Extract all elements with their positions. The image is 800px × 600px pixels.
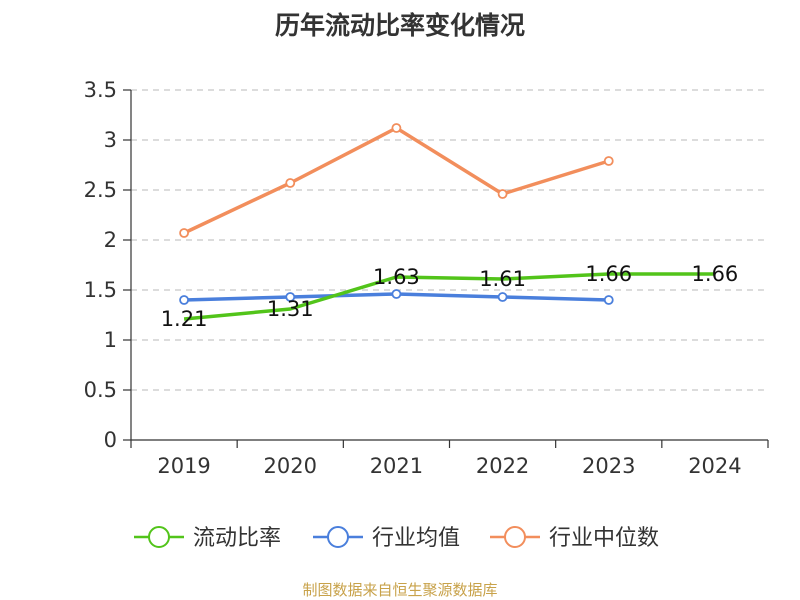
legend-label: 流动比率 bbox=[193, 526, 281, 551]
data-point bbox=[285, 292, 296, 302]
source-note: 制图数据来自恒生聚源数据库 bbox=[302, 581, 498, 599]
data-label: 1.21 bbox=[161, 307, 208, 331]
x-tick-label: 2022 bbox=[476, 454, 529, 478]
legend-label: 行业中位数 bbox=[549, 526, 659, 551]
data-point bbox=[179, 228, 189, 238]
legend-marker bbox=[148, 526, 170, 548]
data-label: 1.66 bbox=[585, 262, 632, 286]
chart-title: 历年流动比率变化情况 bbox=[274, 11, 525, 40]
legend-marker bbox=[504, 526, 526, 548]
legend-marker bbox=[327, 526, 349, 548]
y-tick-label: 2.5 bbox=[84, 178, 117, 202]
y-tick-label: 3 bbox=[104, 128, 117, 152]
x-tick-label: 2023 bbox=[582, 454, 635, 478]
y-tick-label: 0.5 bbox=[84, 378, 117, 402]
y-tick-label: 2 bbox=[104, 228, 117, 252]
x-tick-label: 2020 bbox=[264, 454, 317, 478]
y-tick-label: 3.5 bbox=[84, 78, 117, 102]
data-label: 1.61 bbox=[479, 267, 526, 291]
y-tick-label: 1.5 bbox=[84, 278, 117, 302]
data-point bbox=[391, 123, 402, 133]
data-point bbox=[497, 189, 508, 199]
series-line bbox=[183, 272, 715, 321]
data-point bbox=[603, 156, 614, 166]
legend-label: 行业均值 bbox=[372, 526, 460, 551]
x-tick-label: 2019 bbox=[157, 454, 210, 478]
x-tick-label: 2024 bbox=[688, 454, 741, 478]
data-label: 1.63 bbox=[373, 265, 420, 289]
x-tick-label: 2021 bbox=[370, 454, 423, 478]
data-point bbox=[391, 289, 402, 299]
data-point bbox=[179, 295, 189, 305]
data-label: 1.31 bbox=[267, 297, 314, 321]
series-line bbox=[183, 126, 610, 235]
data-point bbox=[603, 295, 614, 305]
y-tick-label: 0 bbox=[104, 428, 117, 452]
data-point bbox=[285, 178, 296, 188]
y-tick-label: 1 bbox=[104, 328, 117, 352]
data-label: 1.66 bbox=[692, 262, 739, 286]
data-point bbox=[497, 292, 508, 302]
